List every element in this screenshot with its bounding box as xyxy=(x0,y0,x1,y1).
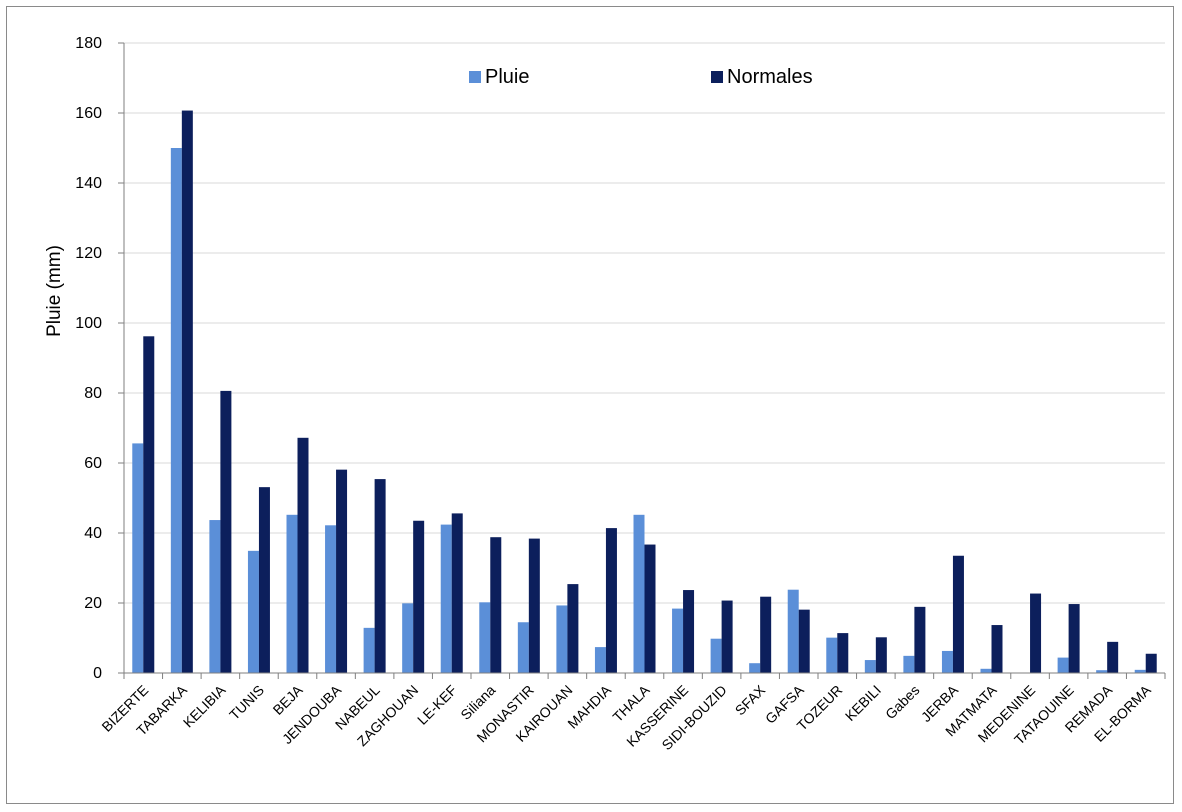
bar-pluie-tunis xyxy=(247,550,259,673)
bar-pluie-matmata xyxy=(980,668,992,673)
bar-pluie-jendouba xyxy=(325,525,337,673)
bar-chart: 0 20 40 60 80 100 120 140 160 180 BIZERTETABARKAK… xyxy=(44,35,1166,753)
bar-normales-jerba xyxy=(952,555,964,673)
bars xyxy=(132,110,1157,674)
legend-label-pluie: Pluie xyxy=(485,66,529,88)
bar-pluie-kelibia xyxy=(209,520,221,673)
bar-normales-tozeur xyxy=(837,633,849,673)
y-tick-label: 160 xyxy=(75,105,102,122)
legend-swatch-normales xyxy=(711,71,723,83)
bar-normales-sfax xyxy=(760,596,772,673)
bar-normales-jendouba xyxy=(336,469,348,673)
y-tick-label: 20 xyxy=(84,595,102,612)
chart-frame: 0 20 40 60 80 100 120 140 160 180 BIZERTE TABARKA K… xyxy=(6,6,1174,804)
bar-normales-kelibia xyxy=(220,390,232,673)
x-tick-label: MAHDIA xyxy=(564,681,614,731)
bar-normales-tunis xyxy=(258,487,270,673)
bar-pluie-monastir xyxy=(517,622,529,673)
bar-normales-bizerte xyxy=(143,336,155,673)
y-tick-label: 140 xyxy=(75,175,102,192)
y-tick-label: 100 xyxy=(75,315,102,332)
y-axis-label: Pluie (mm) xyxy=(44,245,65,337)
bar-normales-beja xyxy=(297,437,309,673)
bar-pluie-gabes xyxy=(903,655,915,673)
y-tick-label: 40 xyxy=(84,525,102,542)
bar-pluie-kairouan xyxy=(556,605,568,673)
x-tick-label: BEJA xyxy=(270,681,307,718)
x-tick-label: KEBILI xyxy=(842,682,884,724)
bar-pluie-siliana xyxy=(479,602,491,673)
bar-normales-gabes xyxy=(914,606,926,673)
bar-pluie-remada xyxy=(1096,670,1108,673)
bar-normales-kebili xyxy=(875,637,887,673)
bar-normales-sidi-bouzid xyxy=(721,600,733,673)
bar-normales-mahdia xyxy=(605,528,617,673)
bar-pluie-sidi-bouzid xyxy=(710,638,722,673)
bar-normales-siliana xyxy=(490,537,502,673)
bar-pluie-mahdia xyxy=(594,647,606,673)
y-tick-label: 0 xyxy=(93,665,102,682)
bar-pluie-tozeur xyxy=(826,637,838,673)
bar-normales-monastir xyxy=(528,538,540,673)
bar-pluie-beja xyxy=(286,514,298,673)
bar-normales-medenine xyxy=(1030,593,1042,673)
bar-pluie-thala xyxy=(633,514,645,673)
x-tick-label: KELIBIA xyxy=(180,681,229,730)
legend: Pluie Normales xyxy=(469,66,813,88)
bar-normales-le-kef xyxy=(451,513,463,673)
bar-normales-kasserine xyxy=(683,590,695,673)
legend-swatch-pluie xyxy=(469,71,481,83)
bar-pluie-kebili xyxy=(864,660,876,673)
y-tick-label: 60 xyxy=(84,455,102,472)
bar-normales-matmata xyxy=(991,625,1003,673)
y-tick-labels: 0 20 40 60 80 100 120 140 160 180 xyxy=(75,35,102,682)
bar-normales-kairouan xyxy=(567,584,579,673)
bar-normales-el-borma xyxy=(1145,653,1157,673)
bar-normales-gafsa xyxy=(798,609,810,673)
bar-pluie-zaghouan xyxy=(402,603,414,673)
bar-pluie-le-kef xyxy=(440,524,452,673)
bar-pluie-tataouine xyxy=(1057,657,1069,673)
bar-pluie-kasserine xyxy=(672,608,684,673)
axes xyxy=(118,42,1166,679)
bar-pluie-jerba xyxy=(941,650,953,673)
bar-pluie-nabeul xyxy=(363,627,375,673)
y-tick-label: 80 xyxy=(84,385,102,402)
bar-normales-tataouine xyxy=(1068,604,1080,673)
bar-pluie-sfax xyxy=(749,663,761,673)
bar-pluie-gafsa xyxy=(787,589,799,673)
bar-pluie-bizerte xyxy=(132,443,144,673)
bar-pluie-el-borma xyxy=(1134,669,1146,673)
legend-label-normales: Normales xyxy=(727,66,813,88)
x-tick-label: LE-KEF xyxy=(414,682,460,728)
bar-normales-tabarka xyxy=(181,110,193,674)
bar-normales-nabeul xyxy=(374,479,386,673)
bar-normales-thala xyxy=(644,544,656,673)
x-tick-label: TUNIS xyxy=(226,682,267,723)
bar-normales-zaghouan xyxy=(413,520,425,673)
x-tick-label: Gabes xyxy=(882,682,922,722)
y-tick-label: 180 xyxy=(75,35,102,52)
bar-normales-remada xyxy=(1107,641,1119,673)
y-tick-label: 120 xyxy=(75,245,102,262)
bar-pluie-tabarka xyxy=(170,148,182,673)
